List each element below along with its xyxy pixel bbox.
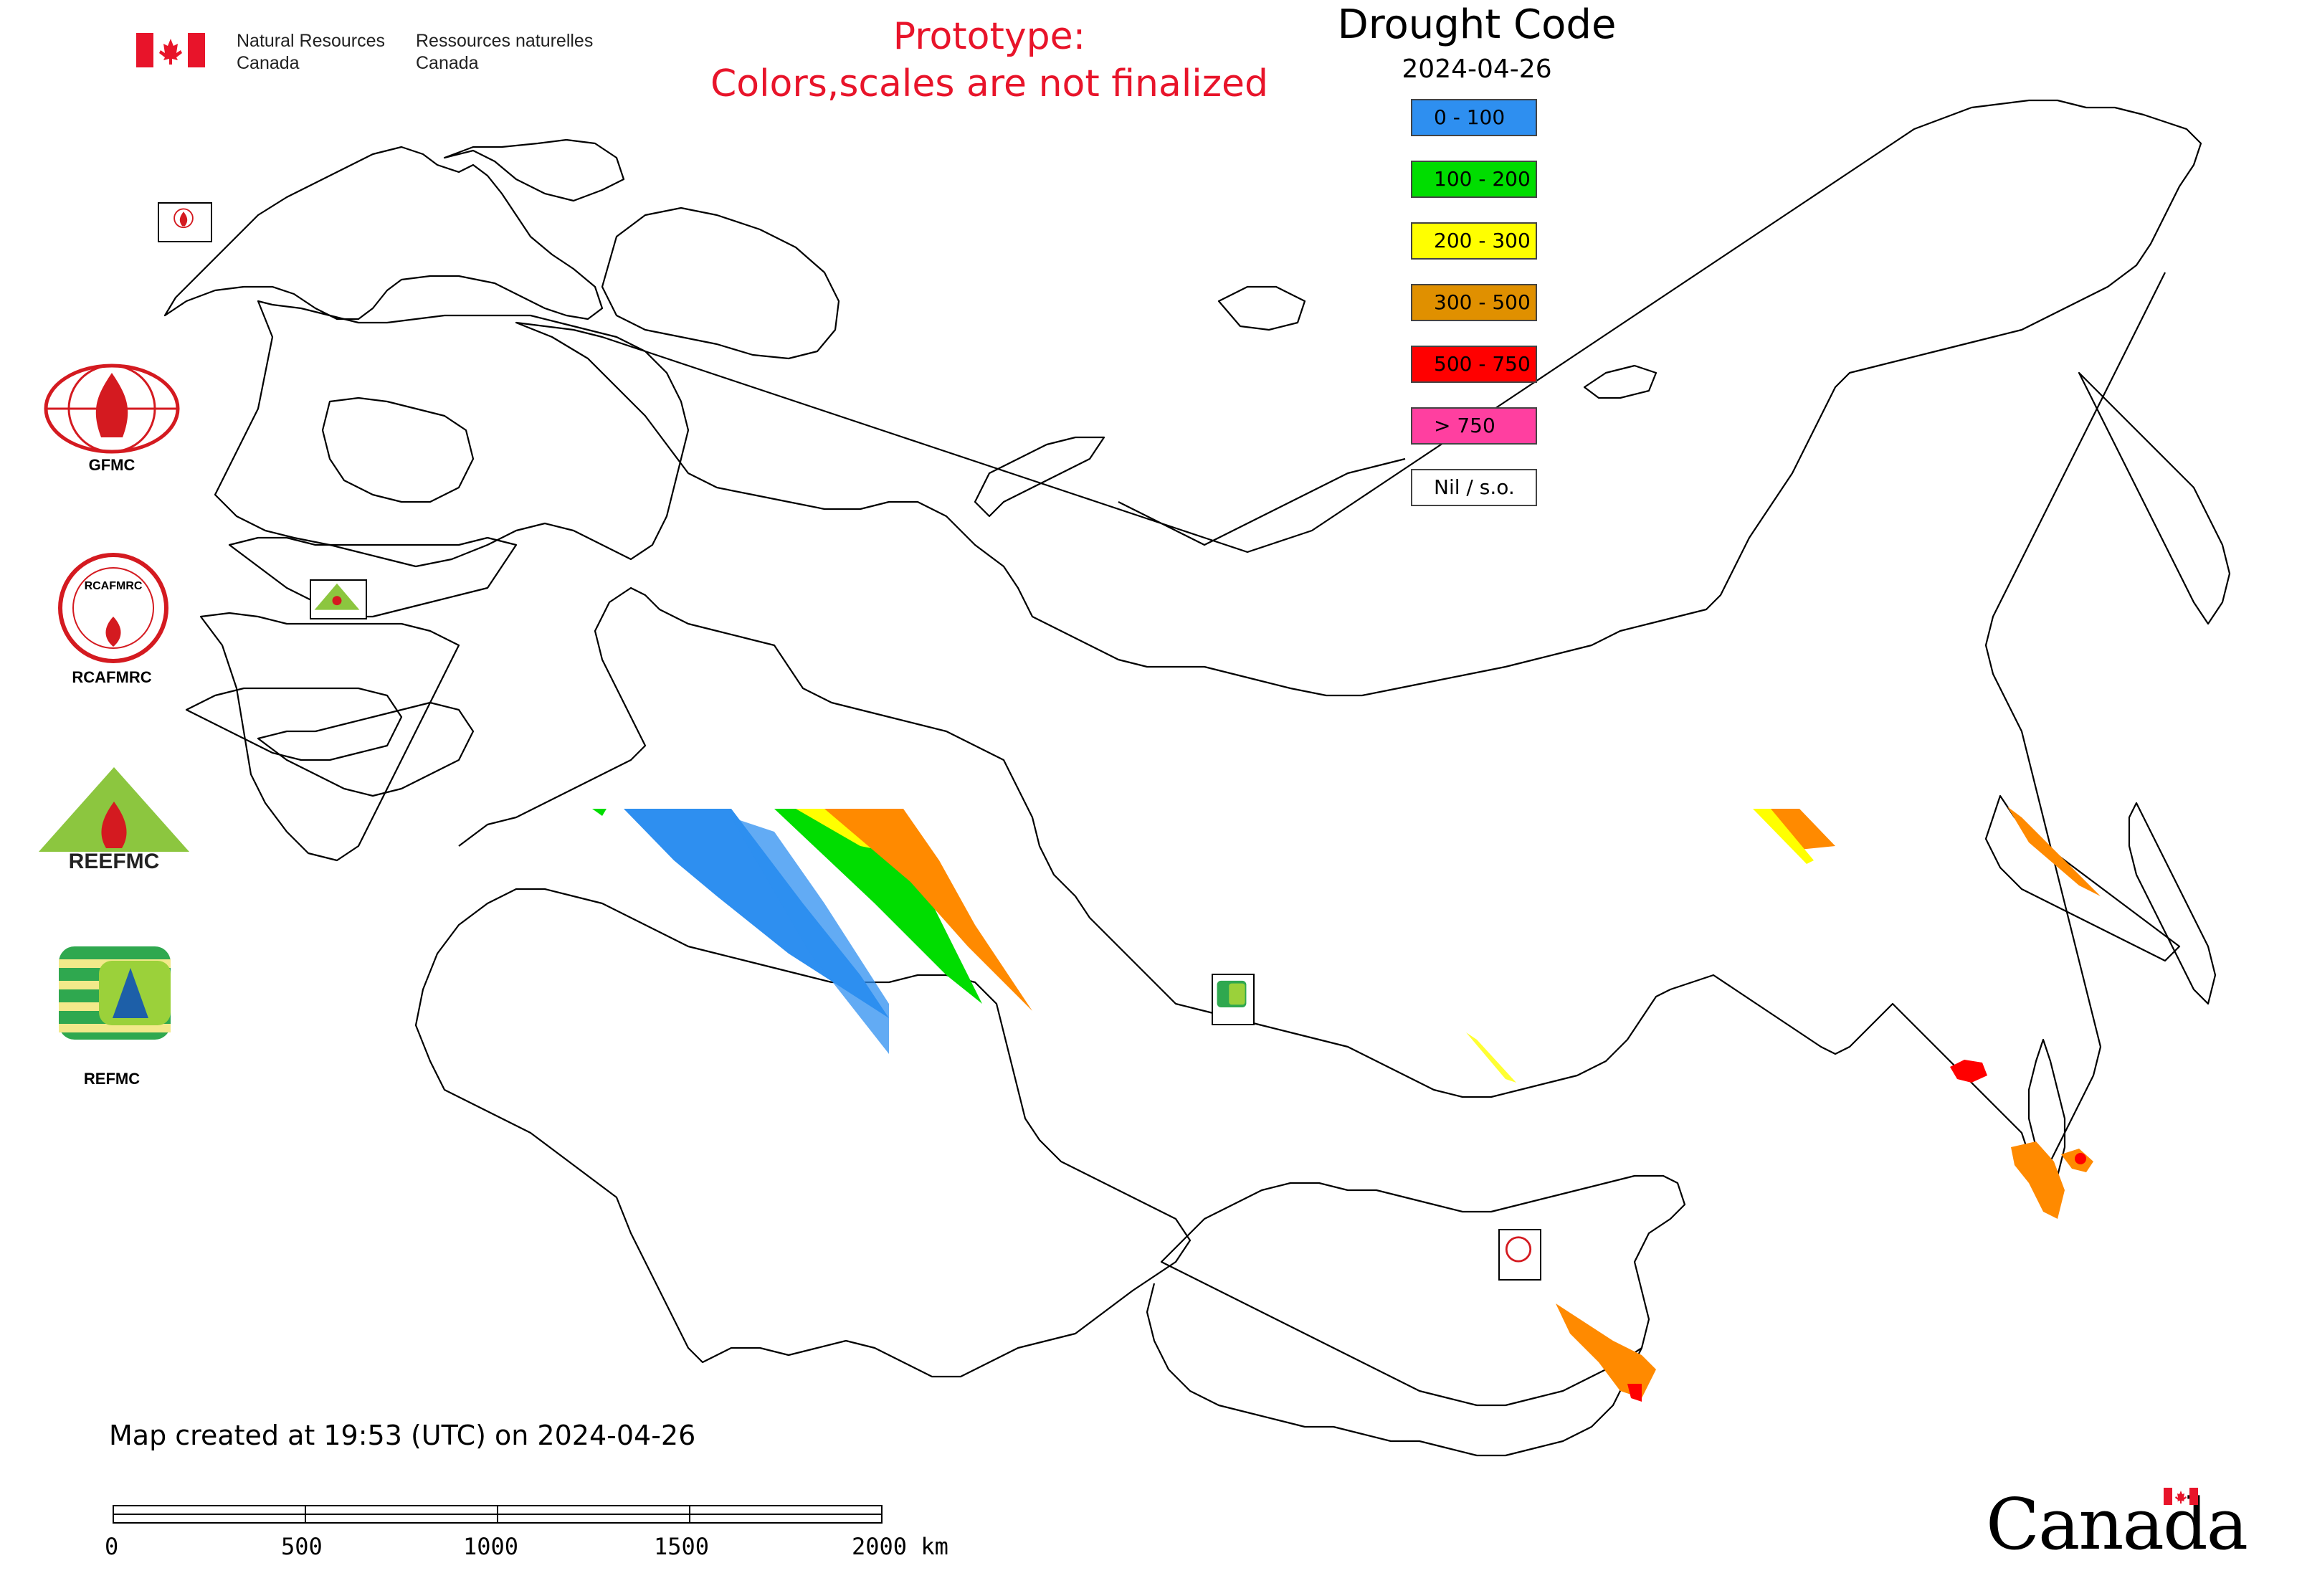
kazakhstan-outline (414, 888, 1192, 1378)
scale-bar (113, 1505, 883, 1524)
country-boundaries (163, 99, 2231, 1457)
china-border (1146, 1283, 1642, 1457)
gov-fr-line1: Ressources naturelles (416, 31, 594, 51)
refmc-label: REFMC (83, 1070, 141, 1088)
new-siberian-islands-outline (1583, 364, 1657, 399)
drought-code-patches (592, 807, 2101, 1402)
canada-wordmark-flag-icon (2164, 1488, 2198, 1505)
far-east-coast (1984, 272, 2166, 1191)
reefmc-badge-icon (314, 583, 360, 610)
gfmc-map-badge (158, 202, 212, 242)
balkans-outline (199, 612, 460, 862)
patch-yellow-east (1753, 809, 1814, 864)
eastern-europe-outline (214, 300, 690, 568)
legend-item-over-750: > 750 (1411, 407, 1537, 445)
prototype-line2: Colors,scales are not finalized (710, 62, 1269, 105)
refmc-logo (59, 946, 171, 1040)
gov-en-line2: Canada (237, 53, 300, 73)
mongolia-outline (1160, 1174, 1686, 1407)
legend-item-300-500: 300 - 500 (1411, 284, 1537, 321)
patch-orange-sakhalin (2007, 807, 2101, 896)
kamchatka-outline (2078, 371, 2231, 625)
fennoscandia-outline (163, 146, 604, 320)
patch-orange-primorye (2011, 1141, 2065, 1219)
belarus-outline (321, 396, 475, 503)
prototype-line1: Prototype: (893, 15, 1086, 58)
reefmc-logo: REEFMC (39, 767, 189, 873)
gfmc-badge-icon (173, 208, 194, 229)
patch-orange-main (824, 809, 1032, 1011)
gov-fr-line2: Canada (416, 53, 479, 73)
taymyr-coast (1118, 457, 1406, 546)
legend-item-200-300: 200 - 300 (1411, 222, 1537, 260)
canada-flag-icon (136, 33, 205, 67)
patch-yellow-faint (1466, 1032, 1516, 1083)
japan-outline (2128, 802, 2217, 1005)
rcafmrc-mark-text: RCAFMRC (85, 580, 143, 592)
scale-label-1000: 1000 (463, 1533, 519, 1560)
ukraine-outline (228, 536, 518, 618)
rcafmrc-label: RCAFMRC (72, 668, 152, 686)
scale-label-500: 500 (281, 1533, 323, 1560)
canada-wordmark-text: Canada (1986, 1484, 2248, 1566)
map-created-note: Map created at 19:53 (UTC) on 2024-04-26 (109, 1420, 696, 1451)
patch-green-main (774, 809, 982, 1004)
refmc-map-badge (1212, 974, 1255, 1025)
reefmc-map-badge (310, 579, 367, 619)
patch-green-speck (592, 809, 607, 816)
patch-blue-streak (731, 817, 889, 1054)
canada-wordmark: Canada (1986, 1484, 2248, 1566)
legend-item-0-100: 0 - 100 (1411, 99, 1537, 136)
reefmc-mark-text: REEFMC (69, 850, 160, 873)
patch-red-amur (1950, 1060, 1987, 1083)
korea-outline (2027, 1038, 2066, 1192)
kola-outline (601, 206, 840, 360)
rcafmrc-badge-icon (1505, 1236, 1532, 1263)
severnaya-zemlya-outline (1217, 285, 1306, 331)
gov-en-line1: Natural Resources (237, 31, 386, 51)
refmc-badge-icon (1217, 980, 1247, 1007)
legend-title: Drought Code (1337, 1, 1617, 48)
black-sea-outline (257, 701, 475, 797)
gfmc-label: GFMC (88, 456, 135, 474)
legend-item-nil: Nil / s.o. (1411, 469, 1537, 506)
legend-date: 2024-04-26 (1402, 54, 1552, 84)
scale-label-0: 0 (105, 1533, 119, 1560)
patch-orange-china (1556, 1303, 1656, 1398)
legend-item-500-750: 500 - 750 (1411, 346, 1537, 383)
legend-item-100-200: 100 - 200 (1411, 161, 1537, 198)
baltic-outline (443, 138, 625, 202)
patch-red-dot (2075, 1153, 2086, 1164)
patch-red-china (1627, 1384, 1642, 1402)
novaya-zemlya-outline (974, 436, 1105, 518)
rcafmrc-logo: RCAFMRC (58, 553, 168, 663)
turkey-outline (185, 687, 403, 761)
rcafmrc-map-badge (1498, 1229, 1541, 1281)
gfmc-logo (44, 364, 180, 454)
scale-label-1500: 1500 (654, 1533, 710, 1560)
russia-outline (515, 99, 2202, 697)
government-signature: Natural Resources Canada Ressources natu… (136, 29, 609, 79)
scale-label-2000-km: 2000 km (852, 1533, 948, 1560)
prototype-notice: Prototype: Colors,scales are not finaliz… (667, 13, 1312, 108)
